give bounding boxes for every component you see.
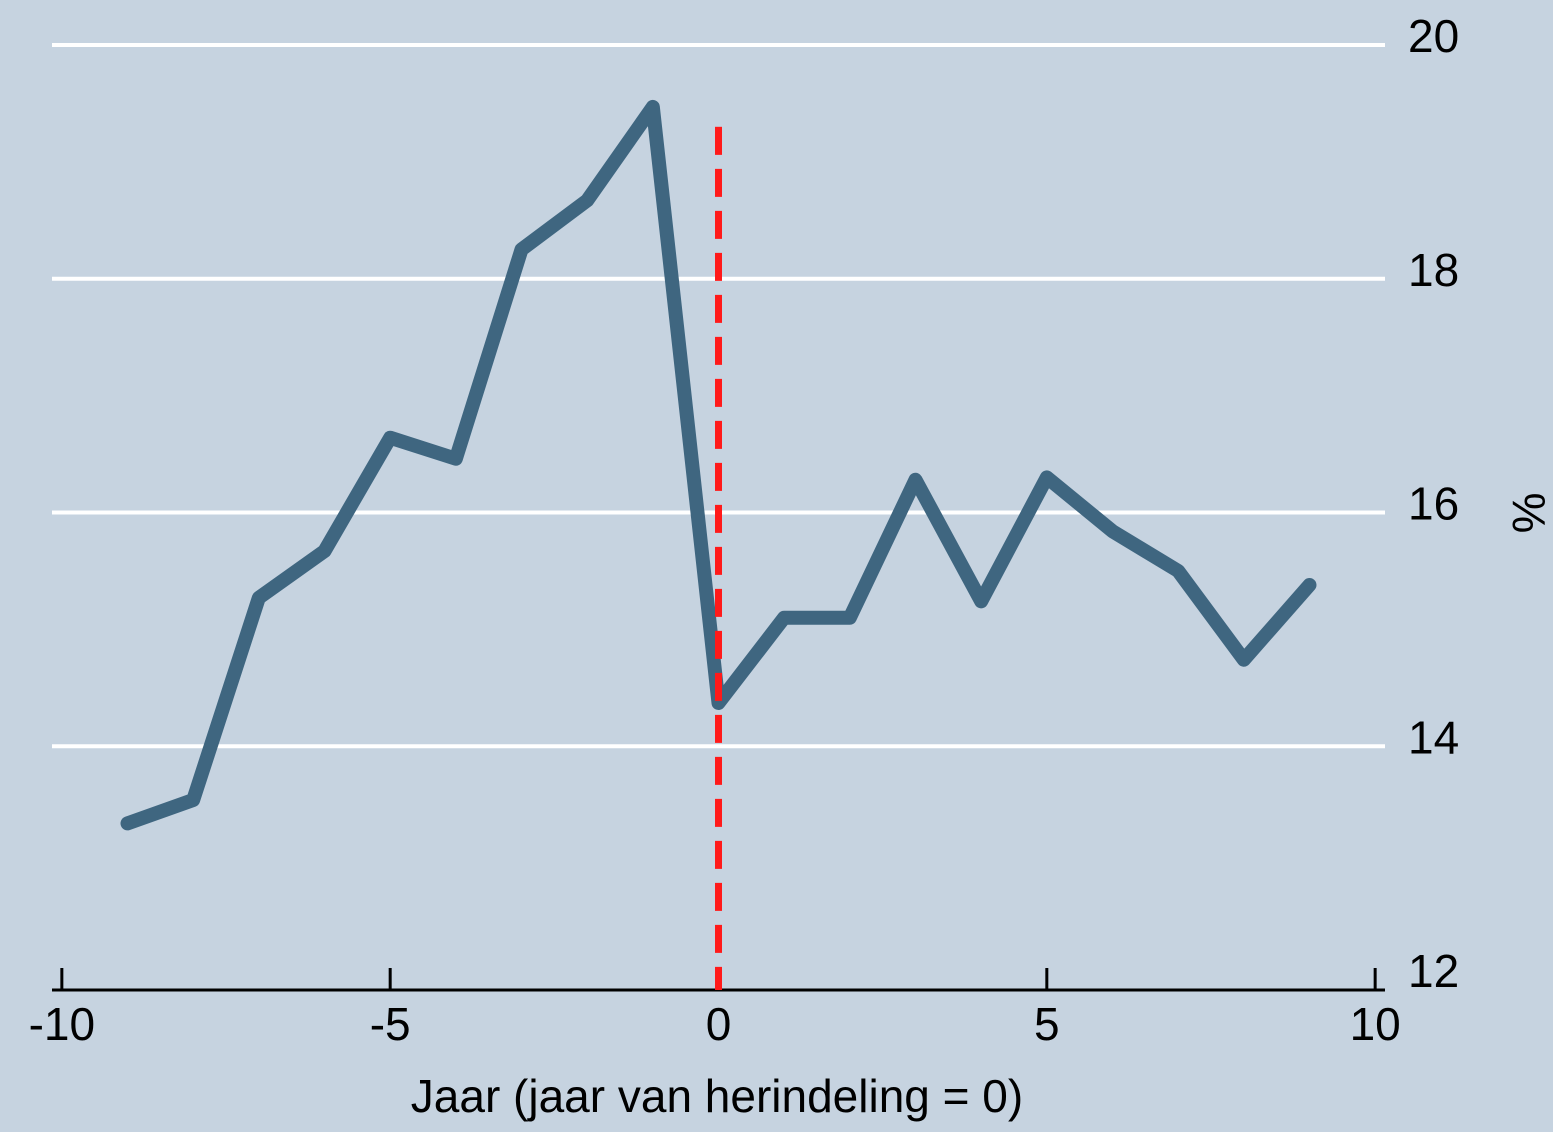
y-tick-label: 18 (1408, 244, 1459, 296)
y-tick-label: 14 (1408, 711, 1459, 763)
data-line (120, 99, 1317, 831)
y-tick-label: 20 (1408, 10, 1459, 62)
x-axis-label: Jaar (jaar van herindeling = 0) (411, 1070, 1023, 1122)
x-tick-label: -5 (370, 998, 411, 1050)
x-tick-label: -10 (29, 998, 95, 1050)
x-tick-label: 5 (1034, 998, 1060, 1050)
y-axis-label: % (1503, 493, 1553, 534)
y-tick-label: 12 (1408, 945, 1459, 997)
x-tick-label: 0 (706, 998, 732, 1050)
y-tick-label: 16 (1408, 478, 1459, 530)
x-tick-label: 10 (1350, 998, 1401, 1050)
